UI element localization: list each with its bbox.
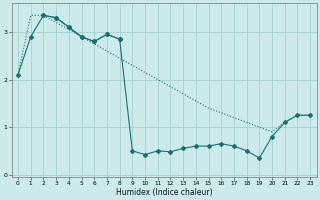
X-axis label: Humidex (Indice chaleur): Humidex (Indice chaleur) [116,188,212,197]
